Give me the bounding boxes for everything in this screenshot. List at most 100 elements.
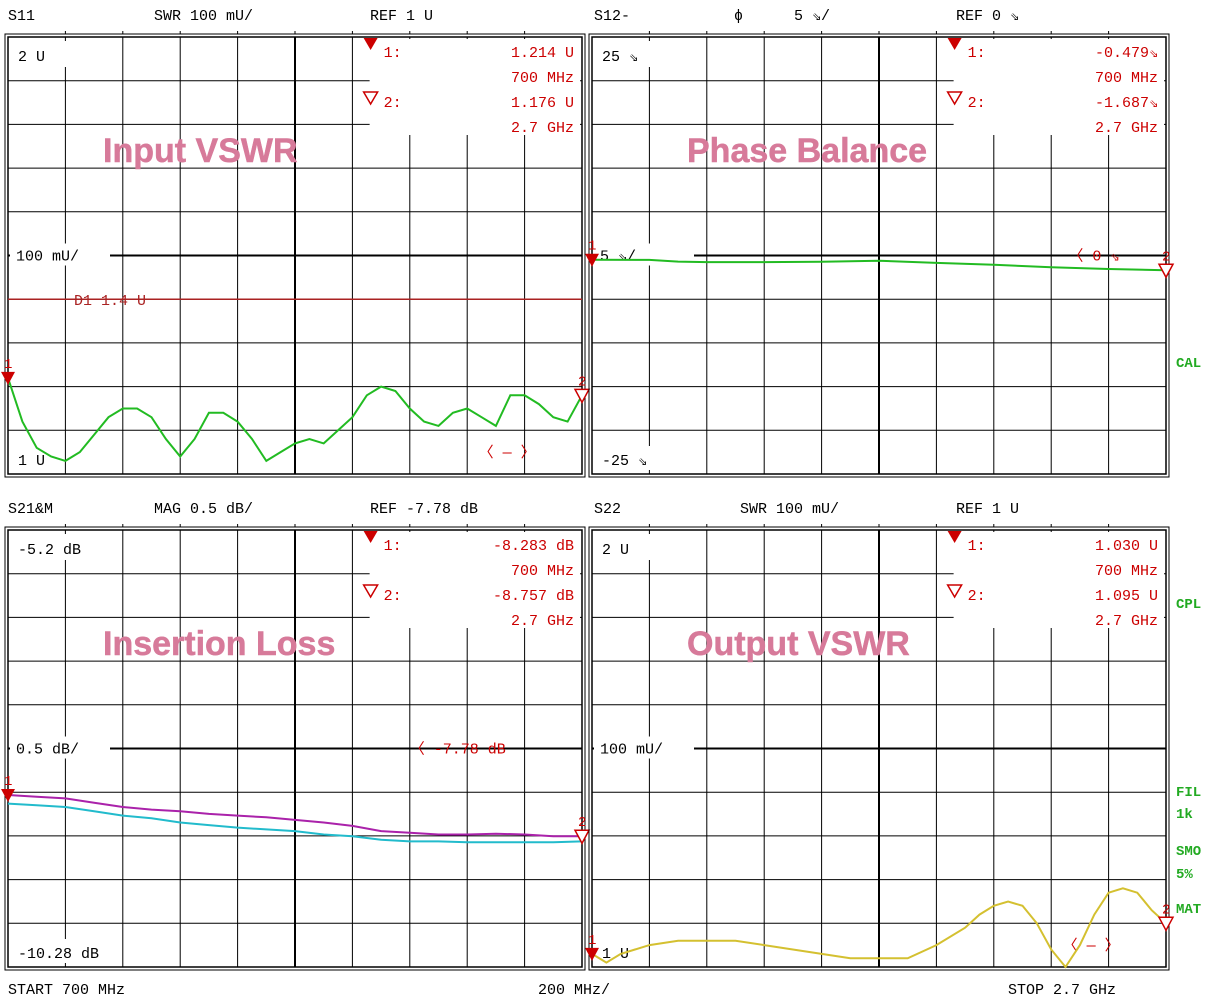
marker2-on-trace — [1157, 263, 1175, 279]
marker-readout-bg — [369, 39, 580, 135]
top-scale-label: 2 U — [18, 49, 45, 66]
limit-line-label: D1 1.4 U — [74, 293, 146, 310]
frequency-span-per-div: 200 MHz/ — [538, 982, 610, 999]
marker1-frequency: 700 MHz — [1095, 70, 1158, 87]
cpl-status: CPL — [1176, 597, 1201, 613]
marker1-number: 1 — [4, 774, 12, 790]
marker2-frequency: 2.7 GHz — [511, 120, 574, 137]
mid-scale-label: 0.5 dB/ — [16, 742, 79, 759]
data-trace — [591, 887, 1167, 969]
smo-status: SMO — [1176, 844, 1201, 860]
param-label: S11 — [8, 8, 35, 25]
marker1-value: 1.030 U — [1095, 538, 1158, 555]
bottom-scale-label: -10.28 dB — [18, 946, 99, 963]
top-scale-label: -5.2 dB — [18, 542, 81, 559]
mid-label-bg — [594, 736, 694, 759]
marker1-value: -0.479⇘ — [1095, 45, 1158, 62]
marker1-number: 1 — [4, 357, 12, 373]
marker1-on-trace — [585, 253, 599, 267]
marker1-number: 1 — [588, 239, 596, 255]
param-label: S21&M — [8, 501, 53, 518]
marker2-on-trace — [573, 829, 591, 845]
marker1-symbol — [947, 38, 962, 50]
bottom-scale-label: -25 ⇘ — [602, 453, 647, 470]
reference-indicator: 〈 — 〉 — [479, 444, 536, 462]
fil-status: FIL — [1176, 785, 1201, 801]
marker1-index: 1: — [384, 45, 402, 62]
bottom-label-bg — [10, 446, 52, 470]
marker1-on-trace — [1, 371, 15, 385]
mid-scale-label: 100 mU/ — [600, 742, 663, 759]
top-scale-label: 2 U — [602, 542, 629, 559]
marker2-value: -8.757 dB — [493, 588, 574, 605]
marker2-value: 1.095 U — [1095, 588, 1158, 605]
ref-label: REF 1 U — [370, 8, 433, 25]
panel-s12: S12- ϕ 5 ⇘/ REF 0 ⇘ 25 ⇘ 5 ⇘/ -25 ⇘ 1: -0.479⇘ 70… — [585, 8, 1175, 478]
top-label-bg — [594, 534, 654, 560]
reference-indicator: 〈 -7.78 dB — [410, 741, 506, 759]
marker1-value: 1.214 U — [511, 45, 574, 62]
marker1-number: 1 — [588, 933, 596, 949]
marker1-symbol — [947, 531, 962, 543]
bottom-label-bg — [594, 446, 656, 470]
marker2-frequency: 2.7 GHz — [511, 613, 574, 630]
param-label: S22 — [594, 501, 621, 518]
marker1-value: -8.283 dB — [493, 538, 574, 555]
mid-scale-label: 5 ⇘/ — [600, 249, 636, 266]
ref-label: REF 0 ⇘ — [956, 8, 1019, 25]
panel-s22: S22 SWR 100 mU/REF 1 U 2 U 100 mU/1 U 1: 1.03… — [585, 501, 1175, 971]
marker2-symbol — [362, 91, 379, 106]
marker2-on-trace — [1157, 916, 1175, 932]
fil-value: 1k — [1176, 807, 1193, 823]
start-frequency: START 700 MHz — [8, 982, 125, 999]
top-label-bg — [10, 41, 70, 67]
marker1-on-trace — [1, 788, 15, 802]
marker-readout-bg — [369, 532, 580, 628]
bottom-scale-label: 1 U — [602, 946, 629, 963]
panel-s21: S21&M MAG 0.5 dB/REF -7.78 dB -5.2 dB 0.5 d… — [1, 501, 591, 971]
marker2-symbol — [946, 584, 963, 599]
top-scale-label: 25 ⇘ — [602, 49, 638, 66]
cal-status: CAL — [1176, 356, 1201, 372]
bottom-scale-label: 1 U — [18, 453, 45, 470]
format-label: 5 ⇘/ — [794, 8, 830, 25]
marker2-number: 2 — [1162, 249, 1170, 265]
marker2-frequency: 2.7 GHz — [1095, 120, 1158, 137]
stop-frequency: STOP 2.7 GHz — [1008, 982, 1116, 999]
marker2-index: 2: — [384, 95, 402, 112]
panel-s11: S11 SWR 100 mU/REF 1 U 2 U 100 mU/1 U 1: 1.21… — [1, 8, 591, 478]
data-trace — [591, 258, 1167, 272]
marker2-frequency: 2.7 GHz — [1095, 613, 1158, 630]
top-label-bg — [10, 534, 70, 560]
marker1-index: 1: — [968, 538, 986, 555]
ref-label: REF 1 U — [956, 501, 1019, 518]
param-label: S12- — [594, 8, 630, 25]
mid-label-bg — [10, 736, 110, 759]
format-label: MAG 0.5 dB/ — [154, 501, 253, 518]
memory-trace — [7, 802, 583, 844]
format-symbol: ϕ — [734, 8, 743, 25]
marker2-symbol — [362, 584, 379, 599]
format-label: SWR 100 mU/ — [740, 501, 839, 518]
chart-title-watermark: Output VSWR — [687, 625, 910, 663]
marker2-number: 2 — [1162, 902, 1170, 918]
chart-title-watermark: Input VSWR — [103, 132, 298, 170]
mat-status: MAT — [1176, 902, 1201, 918]
smo-value: 5% — [1176, 867, 1193, 883]
marker2-number: 2 — [578, 374, 586, 390]
marker1-on-trace — [585, 947, 599, 961]
marker2-on-trace — [573, 388, 591, 404]
marker-readout-bg — [953, 39, 1164, 135]
data-trace — [7, 794, 582, 838]
format-label: SWR 100 mU/ — [154, 8, 253, 25]
marker1-symbol — [363, 531, 378, 543]
marker1-index: 1: — [384, 538, 402, 555]
chart-title-watermark: Phase Balance — [687, 132, 927, 170]
ref-label: REF -7.78 dB — [370, 501, 478, 518]
data-trace — [7, 377, 583, 463]
reference-indicator: 〈 — 〉 — [1063, 937, 1120, 955]
marker1-index: 1: — [968, 45, 986, 62]
marker1-symbol — [363, 38, 378, 50]
mid-label-bg — [10, 243, 110, 266]
